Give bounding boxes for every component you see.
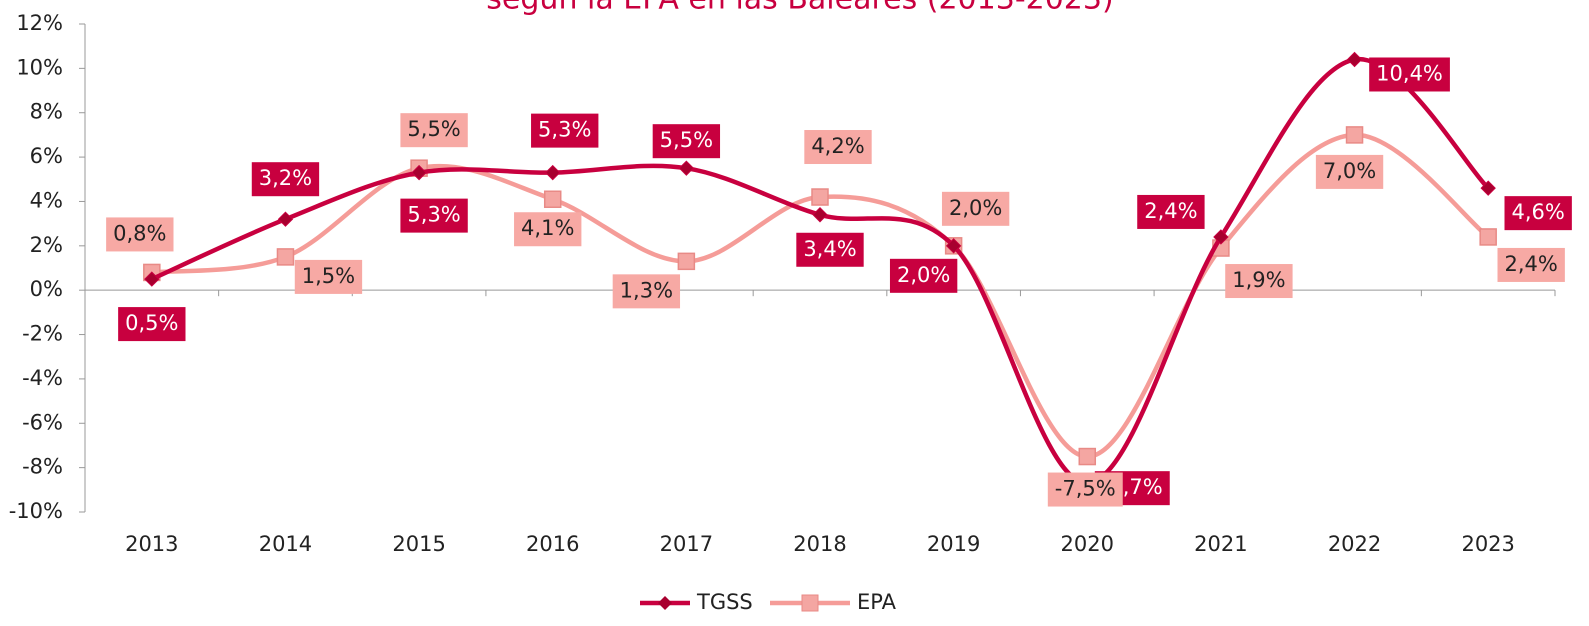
data-label: 2,0% [897,263,950,287]
data-label: 4,2% [811,134,864,158]
marker [411,164,427,181]
data-label-box [514,212,582,247]
data-label-box [1504,196,1572,231]
data-label-box [118,307,186,342]
marker [1078,447,1097,466]
data-label: 2,0% [949,196,1002,220]
data-label-box [941,191,1010,226]
legend-marker [801,594,819,612]
data-label-box [1047,472,1123,507]
marker [677,252,696,271]
data-label: 0,8% [113,221,166,245]
y-tick-label: 4% [30,188,63,212]
x-tick-label: 2013 [125,532,178,556]
y-tick-label: 0% [30,277,63,301]
data-label-box [1497,247,1565,282]
data-label-box [1137,194,1205,229]
data-label: 3,2% [259,166,312,190]
data-label: 1,5% [302,264,355,288]
data-label: 1,9% [1232,268,1285,292]
data-label: 5,3% [538,118,591,142]
data-label: 5,5% [660,128,713,152]
marker [1213,229,1229,245]
x-tick-label: 2019 [927,532,980,556]
line [150,57,1490,486]
marker [1345,126,1364,144]
x-tick-label: 2020 [1061,532,1114,556]
data-label: 3,4% [803,237,856,261]
x-tick-label: 2017 [660,532,713,556]
y-tick-label: 12% [16,11,63,35]
x-tick-label: 2018 [793,532,846,556]
data-label: 4,1% [521,216,574,240]
y-tick-label: -8% [22,455,63,479]
marker [144,271,160,287]
data-label: 10,4% [1376,61,1443,85]
marker [678,160,695,176]
data-label-box [400,198,468,233]
data-label: 7,0% [1323,159,1376,183]
data-label-box [1225,264,1293,299]
data-label-box [1315,154,1384,189]
data-label-box [251,162,320,197]
data-label: 0,5% [125,311,178,335]
marker [276,248,295,266]
legend-label: EPA [857,590,897,614]
legend-label: TGSS [696,590,753,614]
y-tick-label: 8% [30,100,63,124]
data-label-box [804,130,872,165]
marker [277,211,294,227]
data-label: 2,4% [1144,199,1197,223]
marker [945,238,962,254]
marker [1479,228,1497,246]
data-label-box [652,124,721,159]
marker [812,207,828,223]
data-label: 2,4% [1505,252,1558,276]
data-label-box [531,113,599,148]
data-label-box [796,232,864,267]
x-tick-label: 2022 [1328,532,1381,556]
y-tick-label: -4% [22,366,63,390]
x-tick-label: 2014 [259,532,312,556]
data-label-box [294,259,363,294]
y-tick-label: -10% [9,499,63,523]
data-label-box [889,258,958,293]
x-tick-label: 2016 [526,532,579,556]
marker [545,164,561,181]
data-label: 1,3% [620,278,673,302]
data-label-box [1369,57,1450,92]
legend-marker [658,596,672,610]
x-tick-label: 2023 [1461,532,1514,556]
y-tick-label: 2% [30,233,63,257]
data-label-box [400,113,468,148]
x-tick-label: 2021 [1194,532,1247,556]
data-label: -7,5% [1055,477,1116,501]
data-label: 5,3% [407,203,460,227]
marker [1480,180,1496,196]
marker [543,190,562,208]
data-label-box [106,217,174,252]
data-label: 4,6% [1512,200,1565,224]
marker [1346,51,1363,68]
y-tick-label: -2% [22,322,63,346]
y-tick-label: 6% [30,144,63,168]
y-tick-label: 10% [16,55,63,79]
x-tick-label: 2015 [392,532,445,556]
chart-title: según la EPA en las Baleares (2013-2023) [486,0,1113,17]
marker [811,188,829,206]
data-label: 5,5% [407,117,460,141]
data-label-box [612,274,681,309]
y-tick-label: -6% [22,410,63,434]
